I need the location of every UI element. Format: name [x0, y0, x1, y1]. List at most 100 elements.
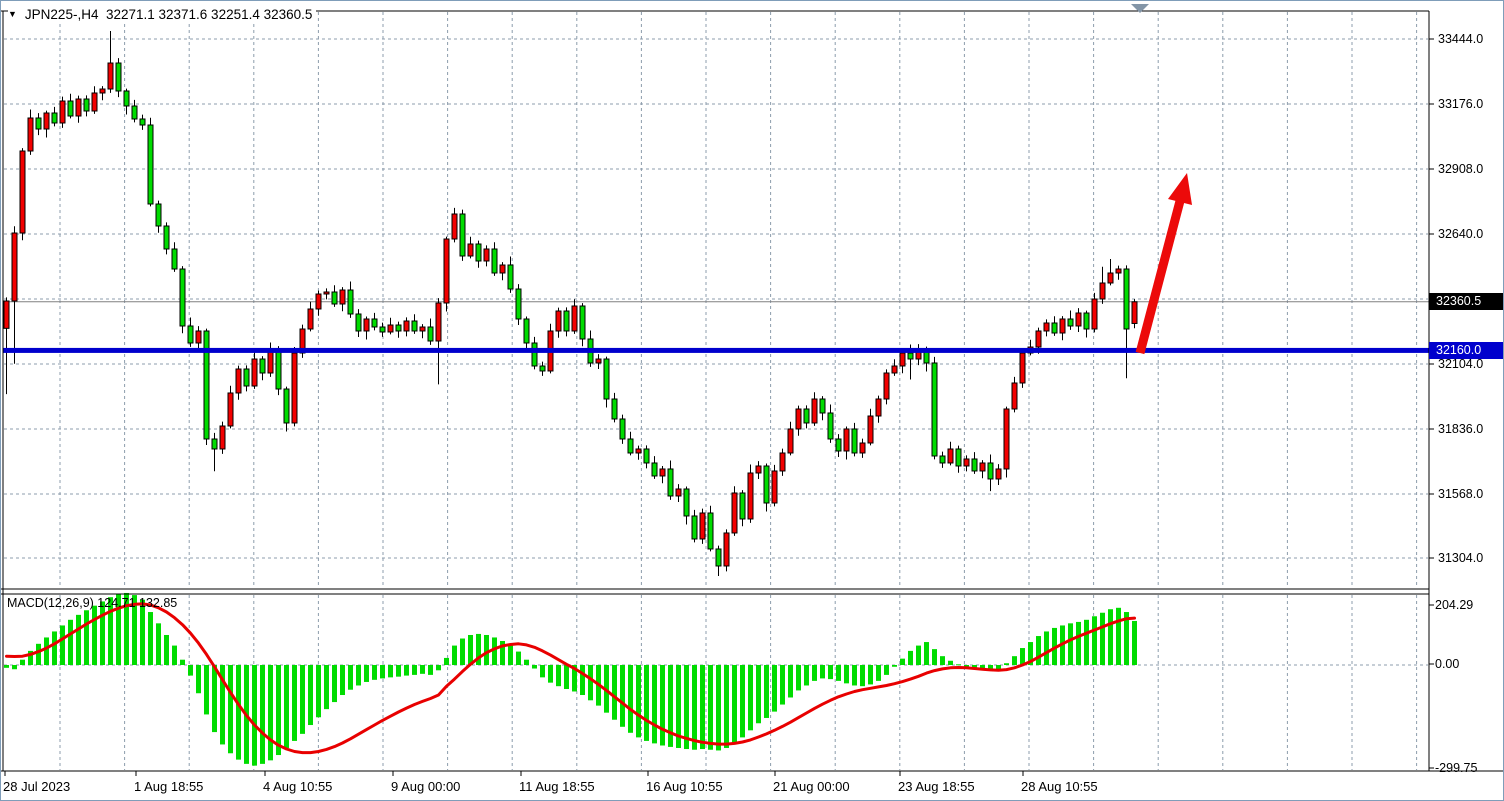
- macd-bar: [260, 665, 265, 764]
- macd-bar: [852, 665, 857, 686]
- candle-body: [59, 100, 66, 124]
- macd-bar: [148, 612, 153, 665]
- candle-body: [395, 324, 402, 332]
- candle-body: [619, 418, 626, 440]
- candle-body: [259, 358, 266, 374]
- candle-body: [891, 365, 898, 374]
- macd-bar: [1020, 648, 1025, 665]
- candle-body: [419, 326, 426, 332]
- candle-body: [1115, 268, 1122, 274]
- macd-bar: [196, 665, 201, 694]
- candle-body: [363, 318, 370, 332]
- candle-body: [707, 512, 714, 550]
- candle-body: [1075, 312, 1082, 327]
- macd-bar: [996, 665, 1001, 670]
- candle-body: [171, 248, 178, 270]
- candle-body: [467, 243, 474, 257]
- macd-bar: [1092, 616, 1097, 665]
- macd-bar: [188, 665, 193, 676]
- macd-bar: [1044, 631, 1049, 665]
- macd-bar: [748, 665, 753, 731]
- macd-bar: [1036, 636, 1041, 665]
- macd-bar: [100, 601, 105, 665]
- candles: [3, 30, 1138, 576]
- macd-bar: [644, 665, 649, 741]
- macd-bar: [732, 665, 737, 743]
- candle-body: [763, 465, 770, 504]
- candle-body: [43, 112, 50, 130]
- candle-body: [123, 90, 130, 107]
- candle-body: [675, 488, 682, 497]
- candle-body: [987, 462, 994, 480]
- candle-body: [595, 358, 602, 364]
- macd-bar: [436, 665, 441, 671]
- macd-bar: [796, 665, 801, 691]
- candle-body: [955, 448, 962, 467]
- macd-bar: [708, 665, 713, 750]
- chart-title: ▼ JPN225-,H4 32271.1 32371.6 32251.4 323…: [8, 5, 317, 23]
- candle-body: [899, 352, 906, 367]
- candle-body: [1003, 408, 1010, 470]
- current-price-badge: 32360.5: [1429, 293, 1503, 311]
- macd-bar: [372, 665, 377, 680]
- candle-body: [883, 372, 890, 400]
- macd-bar: [652, 665, 657, 744]
- candle-body: [1059, 318, 1066, 334]
- candle-body: [299, 328, 306, 354]
- symbol-collapse-icon[interactable]: ▼: [8, 8, 17, 19]
- macd-bar: [916, 645, 921, 665]
- candle-body: [475, 243, 482, 262]
- macd-bar: [964, 665, 969, 667]
- pane-splitter[interactable]: [1, 588, 1429, 595]
- macd-bar: [1028, 642, 1033, 665]
- macd-bar: [492, 637, 497, 665]
- macd-bar: [92, 605, 97, 665]
- candle-body: [83, 98, 90, 112]
- candle-body: [651, 462, 658, 477]
- macd-bar: [620, 665, 625, 727]
- candle-body: [1067, 318, 1074, 327]
- macd-bar: [20, 659, 25, 665]
- candle-body: [347, 289, 354, 315]
- macd-bar: [340, 665, 345, 696]
- candle-body: [235, 368, 242, 394]
- macd-bar: [444, 657, 449, 665]
- macd-bar: [908, 650, 913, 665]
- macd-bar: [740, 665, 745, 738]
- macd-bar: [316, 665, 321, 718]
- macd-bar: [364, 665, 369, 682]
- macd-bar: [60, 625, 65, 665]
- candle-body: [67, 100, 74, 117]
- macd-bar: [428, 665, 433, 675]
- candle-body: [283, 388, 290, 424]
- macd-bar: [860, 665, 865, 687]
- candle-body: [1011, 382, 1018, 410]
- macd-bar: [44, 637, 49, 665]
- candle-body: [875, 398, 882, 417]
- candle-body: [787, 428, 794, 454]
- candle-body: [979, 462, 986, 472]
- macd-bar: [588, 665, 593, 701]
- macd-bar: [452, 645, 457, 665]
- candle-body: [827, 412, 834, 440]
- candle-body: [275, 350, 282, 390]
- macd-bar: [564, 665, 569, 690]
- trend-arrow: [1135, 173, 1192, 355]
- macd-bar: [572, 665, 577, 692]
- macd-bar: [524, 659, 529, 665]
- macd-bar: [412, 665, 417, 675]
- macd-bar: [420, 665, 425, 674]
- candle-body: [251, 358, 258, 387]
- candle-body: [435, 302, 442, 342]
- candle-body: [131, 105, 138, 120]
- macd-bar: [460, 638, 465, 665]
- macd-bar: [1004, 663, 1009, 665]
- candle-body: [51, 112, 58, 124]
- candle-body: [459, 213, 466, 257]
- macd-bar: [404, 665, 409, 676]
- macd-bar: [204, 665, 209, 715]
- macd-bar: [940, 656, 945, 665]
- macd-bar: [972, 665, 977, 669]
- macd-bar: [700, 665, 705, 750]
